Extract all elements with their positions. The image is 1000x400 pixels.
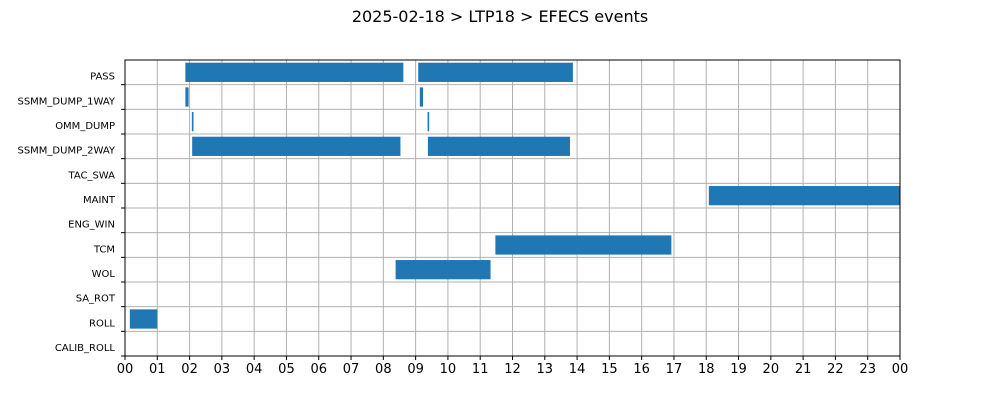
chart-title: 2025-02-18 > LTP18 > EFECS events <box>352 7 648 26</box>
x-tick-label: 15 <box>601 362 618 377</box>
y-axis: PASS SSMM_DUMP_1WAY OMM_DUMP SSMM_DUMP_2WAY… <box>17 72 125 357</box>
y-tick-label: OMM_DUMP <box>55 121 115 132</box>
event-bar <box>495 235 672 255</box>
event-bar <box>427 136 570 156</box>
x-tick-label: 04 <box>246 362 263 377</box>
x-tick-label: 18 <box>698 362 715 377</box>
event-bar <box>185 87 189 107</box>
y-tick-label: SSMM_DUMP_1WAY <box>17 96 115 107</box>
y-tick-label: ROLL <box>89 318 115 329</box>
x-tick-label: 09 <box>407 362 424 377</box>
x-tick-label: 08 <box>375 362 392 377</box>
y-tick-label: ENG_WIN <box>68 220 115 231</box>
event-bar <box>192 136 401 156</box>
x-axis: 00 01 02 03 04 05 06 07 08 09 10 11 12 13 14 15 16 17 18 19… <box>117 356 909 377</box>
x-tick-label: 07 <box>343 362 360 377</box>
x-tick-label: 12 <box>504 362 521 377</box>
event-bar <box>418 62 573 82</box>
y-tick-label: PASS <box>90 72 115 83</box>
y-tick-label: CALIB_ROLL <box>55 343 116 354</box>
event-bar <box>419 87 424 107</box>
y-tick-label: TAC_SWA <box>67 170 115 181</box>
event-bar <box>185 62 404 82</box>
event-bar <box>427 112 430 132</box>
y-tick-label: SSMM_DUMP_2WAY <box>17 146 115 157</box>
x-tick-label: 06 <box>310 362 327 377</box>
x-tick-label: 14 <box>569 362 586 377</box>
y-tick-label: WOL <box>92 269 116 280</box>
x-tick-label: 01 <box>149 362 166 377</box>
y-tick-label: SA_ROT <box>76 294 116 305</box>
grid-layer <box>124 60 901 356</box>
x-tick-label: 10 <box>440 362 457 377</box>
x-tick-label: 00 <box>117 362 134 377</box>
x-tick-label: 05 <box>278 362 295 377</box>
event-bar <box>708 186 900 206</box>
x-tick-label: 20 <box>763 362 780 377</box>
y-tick-label: TCM <box>93 244 115 255</box>
y-tick-label: MAINT <box>83 195 116 206</box>
x-tick-label: 11 <box>472 362 489 377</box>
x-tick-label: 22 <box>827 362 844 377</box>
x-tick-label: 21 <box>795 362 812 377</box>
x-tick-label: 00 <box>892 362 909 377</box>
event-bar <box>191 112 194 132</box>
x-tick-label: 17 <box>666 362 683 377</box>
bar-layer <box>129 62 900 329</box>
event-bar <box>395 260 491 280</box>
event-bar <box>129 309 158 329</box>
x-tick-label: 13 <box>537 362 554 377</box>
x-tick-label: 23 <box>859 362 876 377</box>
x-tick-label: 02 <box>181 362 198 377</box>
x-tick-label: 03 <box>214 362 231 377</box>
x-tick-label: 16 <box>633 362 650 377</box>
x-tick-label: 19 <box>730 362 747 377</box>
